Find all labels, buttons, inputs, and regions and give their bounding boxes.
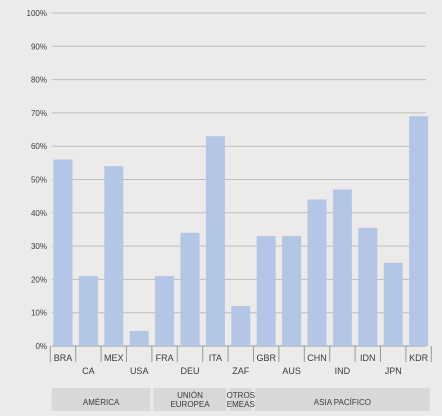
bar (104, 166, 124, 346)
bar (231, 306, 251, 346)
y-tick-label: 90% (31, 42, 47, 51)
y-tick-label: 60% (31, 142, 47, 151)
group-label: AMÉRICA (83, 398, 120, 407)
y-tick-label: 80% (31, 76, 47, 85)
group-box (153, 388, 227, 411)
x-tick-label: FRA (156, 353, 174, 363)
group-label: EUROPEA (170, 400, 210, 409)
bar (358, 227, 378, 346)
y-tick-label: 20% (31, 275, 47, 284)
x-tick-label: ITA (209, 353, 222, 363)
group-label: ASIA PACÍFICO (314, 398, 371, 407)
x-tick-label: MEX (104, 353, 124, 363)
y-tick-label: 40% (31, 209, 47, 218)
x-tick-label: IND (335, 366, 351, 376)
y-tick-label: 0% (35, 342, 47, 351)
x-tick-label: KDR (409, 353, 429, 363)
bar (332, 189, 352, 346)
bar (78, 276, 98, 346)
bar (282, 236, 302, 346)
bar (53, 159, 73, 346)
x-tick-label: DEU (180, 366, 199, 376)
bar (129, 331, 149, 346)
x-tick-label: CHN (307, 353, 327, 363)
group-label: EMEAS (227, 400, 255, 409)
bar (155, 276, 175, 346)
y-tick-label: 100% (27, 9, 47, 18)
x-tick-label: JPN (385, 366, 402, 376)
x-tick-label: IDN (360, 353, 376, 363)
bar (383, 262, 403, 346)
x-tick-label: AUS (282, 366, 301, 376)
group-box (255, 388, 430, 411)
group-box (51, 388, 151, 411)
bar (205, 136, 225, 346)
x-tick-label: BRA (54, 353, 73, 363)
y-tick-label: 30% (31, 242, 47, 251)
bar (180, 232, 200, 346)
group-label: OTROS (227, 391, 255, 400)
group-box (229, 388, 252, 411)
x-tick-label: ZAF (232, 366, 250, 376)
bar (409, 116, 429, 346)
y-tick-label: 50% (31, 176, 47, 185)
bar (307, 199, 327, 346)
bar (256, 236, 276, 346)
x-tick-label: USA (130, 366, 149, 376)
y-tick-label: 10% (31, 309, 47, 318)
x-tick-label: GBR (256, 353, 276, 363)
y-tick-label: 70% (31, 109, 47, 118)
x-tick-label: CA (82, 366, 95, 376)
group-label: UNIÓN (177, 391, 203, 400)
